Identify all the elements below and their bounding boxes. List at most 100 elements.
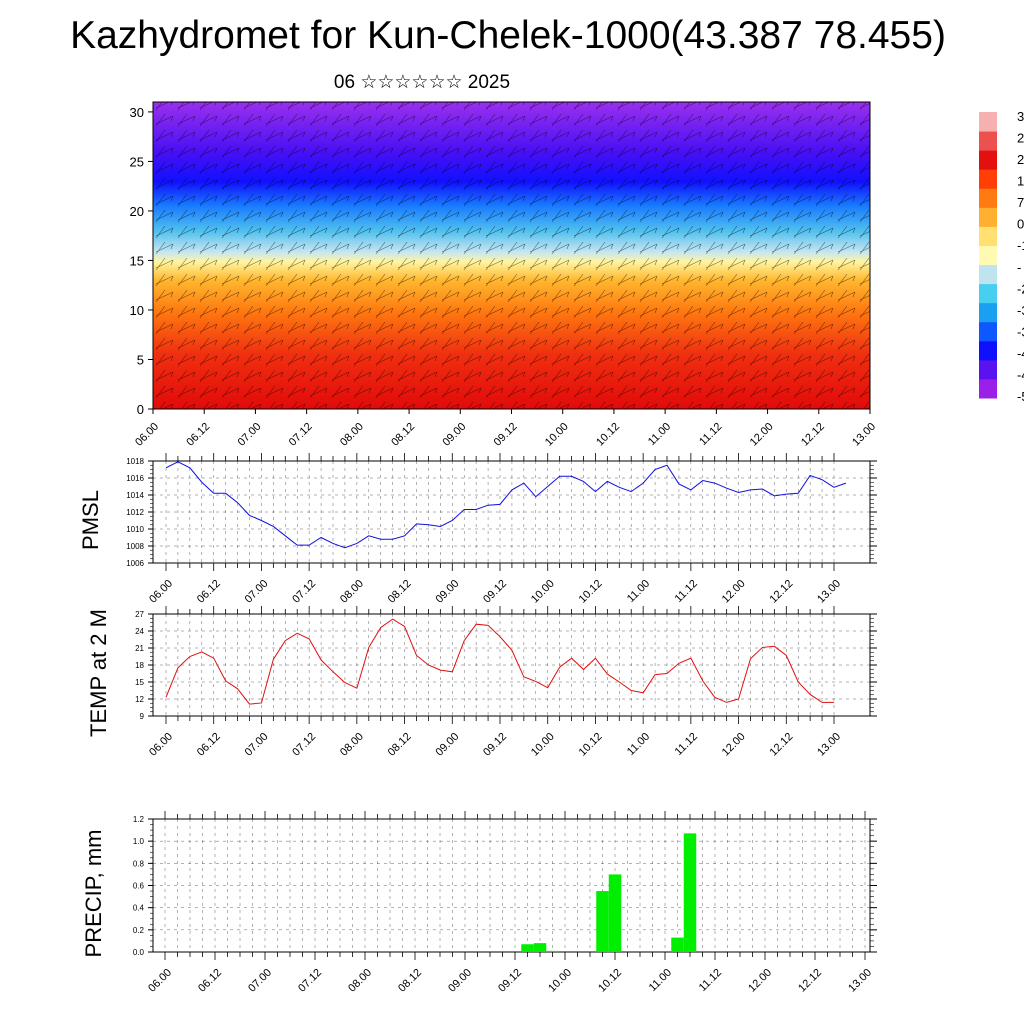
x-tick-label: 06.12 (195, 731, 223, 759)
x-tick-label: 11.12 (697, 421, 724, 448)
colorbar-swatch (979, 188, 997, 208)
precip-bar (683, 833, 697, 952)
x-tick-label: 08.12 (396, 967, 424, 995)
colorbar-swatch (979, 207, 997, 227)
x-tick-label: 08.00 (346, 967, 374, 995)
x-tick-label: 06.12 (196, 967, 224, 995)
y-tick-label: 0.0 (133, 948, 145, 957)
colorbar-swatch (979, 302, 997, 323)
colorbar-swatch (979, 321, 997, 342)
y-tick-label: 30 (130, 105, 144, 120)
x-tick-label: 07.00 (243, 578, 271, 606)
x-tick-label: 11.00 (646, 421, 673, 448)
y-tick-label: 0 (137, 402, 144, 417)
y-tick-label: 24 (135, 627, 144, 636)
colorbar-swatch (979, 226, 997, 246)
x-tick-label: 06.00 (147, 578, 175, 606)
pmsl-panel: 1006 1008 1010 1012 1014 1016 1018 06.00 06.12 07… (78, 453, 877, 606)
series-line (165, 461, 847, 549)
x-tick-label: 13.00 (815, 578, 843, 606)
colorbar-swatch (979, 169, 997, 189)
x-tick-label: 11.00 (625, 578, 652, 605)
y-tick-label: 1012 (126, 508, 144, 517)
precip-bar (608, 874, 622, 952)
y-tick-label: 0.4 (133, 904, 145, 913)
x-tick-label: 11.12 (673, 578, 700, 605)
y-tick-label: 18 (135, 661, 144, 670)
y-tick-label: 0.8 (133, 859, 145, 868)
y-tick-label: 12 (135, 695, 144, 704)
colorbar-label: -1 (1017, 238, 1024, 253)
colorbar-label: -3 (1017, 324, 1024, 339)
colorbar-swatch (979, 264, 997, 285)
y-tick-label: 25 (130, 154, 144, 169)
x-tick-label: 10.00 (529, 731, 557, 759)
colorbar-label: 7 (1017, 195, 1024, 210)
y-tick-label: 1006 (126, 559, 144, 568)
precip-bar (533, 943, 547, 952)
precip-bar (671, 937, 684, 952)
colorbar-label: -3 (1017, 303, 1024, 318)
y-tick-label: 1018 (126, 457, 144, 466)
x-tick-label: 12.12 (799, 421, 827, 449)
date-subtitle: 06 ☆☆☆☆☆☆ 2025 (333, 72, 511, 93)
x-tick-label: 10.00 (543, 421, 571, 449)
y-tick-label: 1014 (126, 491, 144, 500)
x-tick-label: 08.12 (386, 578, 414, 606)
x-tick-label: 09.00 (446, 967, 474, 995)
colorbar-label: -2 (1017, 281, 1024, 296)
precip-panel: 0.0 0.2 0.4 0.6 0.8 1.0 1.2 06.00 06.12 07.00 07.1… (81, 811, 877, 995)
colorbar-swatch (979, 359, 997, 380)
x-tick-label: 07.00 (246, 967, 274, 995)
chart-title: Kazhydromet for Kun-Chelek-1000(43.387 7… (70, 14, 946, 57)
y-axis-title: TEMP at 2 M (86, 609, 111, 737)
x-tick-label: 08.12 (389, 421, 417, 449)
x-tick-label: 12.12 (767, 731, 795, 759)
x-tick-label: 07.00 (236, 421, 264, 449)
x-tick-label: 09.12 (492, 421, 520, 449)
colorbar-label: - (1017, 260, 1021, 275)
y-tick-label: 15 (135, 678, 144, 687)
y-tick-label: 15 (130, 253, 144, 268)
x-tick-label: 06.00 (147, 731, 175, 759)
x-tick-label: 12.00 (720, 731, 748, 759)
y-tick-label: 21 (135, 644, 144, 653)
x-tick-label: 09.12 (496, 967, 524, 995)
colorbar-swatch (979, 283, 997, 304)
colorbar-label: 2 (1017, 152, 1024, 167)
x-tick-label: 06.00 (146, 967, 174, 995)
x-tick-label: 11.12 (697, 967, 724, 994)
x-tick-label: 11.12 (673, 731, 700, 758)
colorbar-swatch (979, 150, 997, 170)
y-tick-label: 20 (130, 204, 144, 219)
y-tick-label: 1016 (126, 474, 144, 483)
x-tick-label: 12.00 (746, 967, 774, 995)
colorbar-label: 3 (1017, 109, 1024, 124)
y-tick-label: 1.2 (133, 815, 145, 824)
x-tick-label: 10.12 (577, 578, 605, 606)
temperature-profile-heatmap (153, 102, 870, 409)
series-line (165, 618, 834, 705)
x-tick-label: 09.00 (440, 421, 468, 449)
x-tick-label: 06.12 (195, 578, 223, 606)
precip-bar (546, 950, 559, 952)
x-tick-label: 09.00 (433, 731, 461, 759)
y-axis-title: PMSL (78, 490, 103, 550)
colorbar-swatch (979, 378, 997, 399)
y-tick-label: 1008 (126, 542, 144, 551)
x-tick-label: 09.00 (433, 578, 461, 606)
y-tick-label: 9 (140, 712, 145, 721)
colorbar-label: 2 (1017, 131, 1024, 146)
x-tick-label: 09.12 (481, 731, 509, 759)
x-tick-label: 12.12 (767, 578, 795, 606)
x-tick-label: 06.12 (184, 421, 212, 449)
y-axis-title: PRECIP, mm (81, 830, 106, 958)
x-tick-label: 07.12 (296, 967, 324, 995)
y-tick-label: 0.2 (133, 926, 145, 935)
x-tick-label: 10.00 (529, 578, 557, 606)
x-tick-label: 09.12 (481, 578, 509, 606)
x-tick-label: 07.12 (287, 421, 315, 449)
y-tick-label: 1010 (126, 525, 144, 534)
x-tick-label: 08.12 (386, 731, 414, 759)
